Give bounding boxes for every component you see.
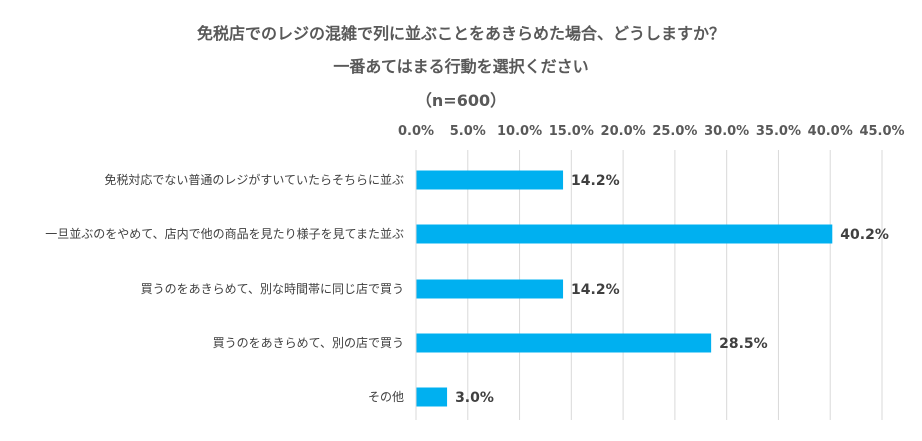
category-label: 一旦並ぶのをやめて、店内で他の商品を見たり様子を見てまた並ぶ [45,226,404,241]
x-tick-label: 10.0% [497,124,542,139]
x-tick-label: 5.0% [450,124,486,139]
chart-title-line-2: 一番あてはまる行動を選択ください [333,57,589,76]
x-tick-label: 15.0% [549,124,594,139]
data-label: 14.2% [571,173,620,189]
bar [416,333,712,353]
data-label: 3.0% [455,390,494,406]
x-tick-label: 35.0% [756,124,801,139]
data-label: 14.2% [571,282,620,298]
x-tick-label: 25.0% [652,124,697,139]
chart-title-line-3: （n=600） [415,91,507,110]
chart-title-line-1: 免税店でのレジの混雑で列に並ぶことをあきらめた場合、どうしますか？ [196,24,725,43]
x-tick-label: 45.0% [859,124,904,139]
x-tick-label: 0.0% [398,124,434,139]
bar [416,170,564,190]
data-label: 40.2% [840,227,889,243]
category-label: その他 [368,390,404,404]
category-label: 買うのをあきらめて、別の店で買う [213,336,404,350]
category-label: 免税対応でない普通のレジがすいていたらそちらに並ぶ [104,172,404,187]
x-tick-label: 20.0% [601,124,646,139]
category-label: 買うのをあきらめて、別な時間帯に同じ店で買う [141,282,404,296]
bar [416,387,448,407]
bar [416,224,833,244]
x-tick-label: 30.0% [704,124,749,139]
x-tick-label: 40.0% [808,124,853,139]
bar [416,279,564,299]
data-label: 28.5% [719,336,768,352]
